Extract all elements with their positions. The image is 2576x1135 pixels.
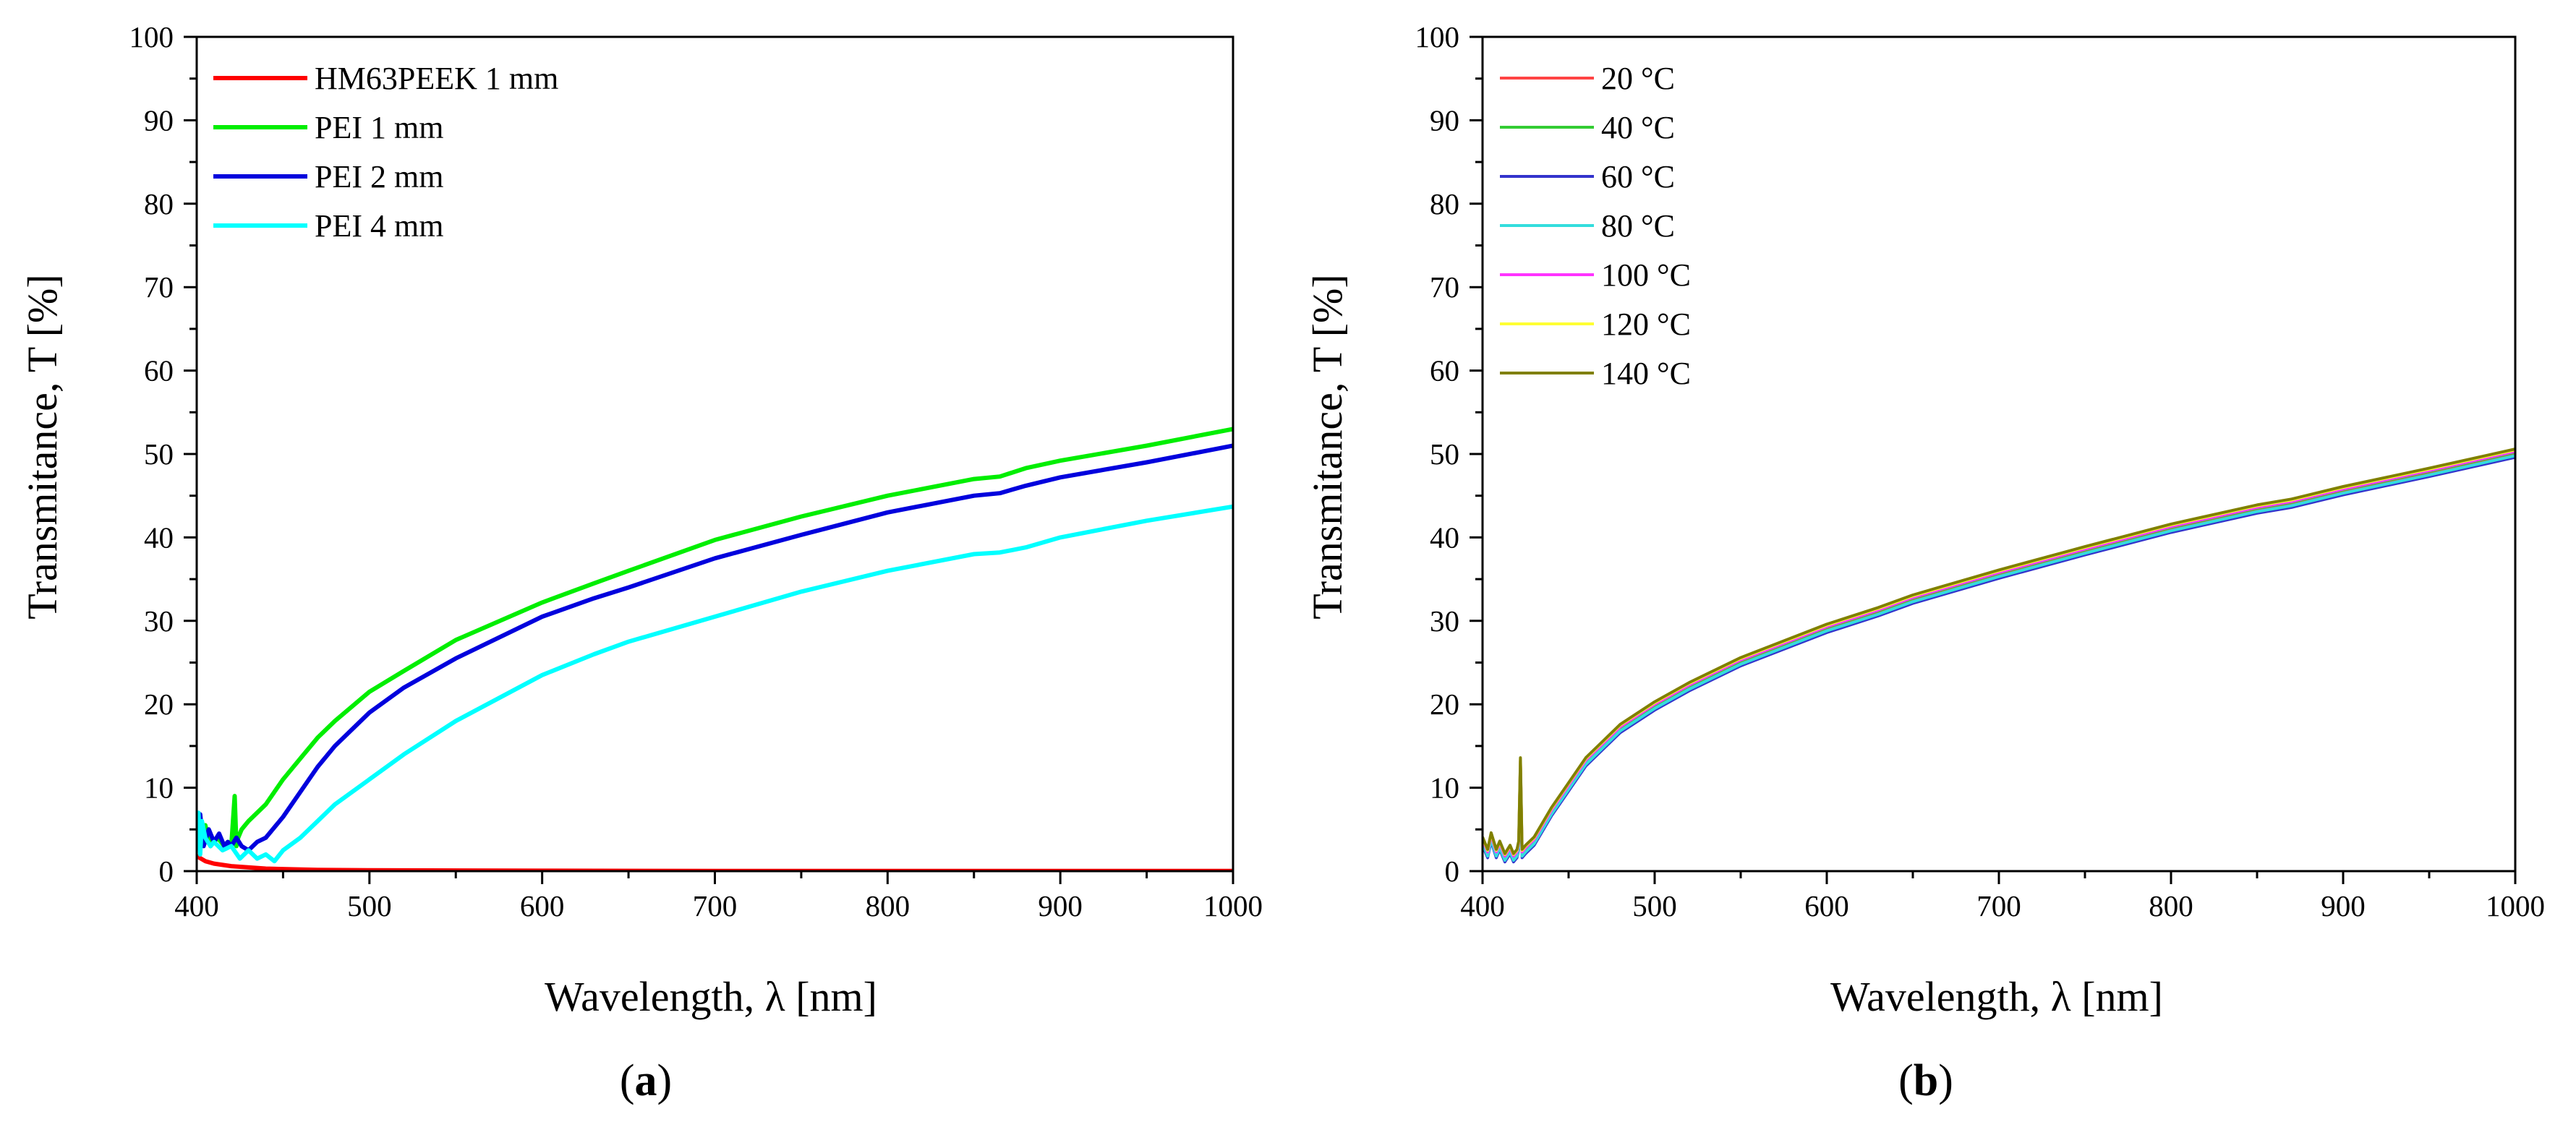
x-tick-label: 700 — [1976, 889, 2021, 922]
y-tick-label: 20 — [144, 688, 174, 721]
y-tick-label: 40 — [144, 521, 174, 554]
y-tick-label: 10 — [144, 771, 174, 805]
chart-a: Wavelength, λ [nm] Transmitance, T [%] 4… — [19, 20, 1263, 1020]
series-line — [1483, 448, 2515, 856]
x-tick-label: 700 — [693, 889, 738, 922]
legend: 20 °C 40 °C 60 °C 80 °C 100 °C 120 °C 140 °C — [1500, 61, 1691, 391]
y-tick-label: 60 — [1430, 354, 1459, 387]
y-tick-label: 100 — [1415, 20, 1460, 53]
panel-label-close: ) — [657, 1056, 673, 1105]
y-axis-title: Transmitance, T [%] — [1304, 274, 1351, 619]
legend-label: 120 °C — [1601, 307, 1691, 342]
x-tick-label: 1000 — [2486, 889, 2545, 922]
series-line — [197, 427, 1233, 849]
plot-area: 400 500 600 700 800 900 1000 0 10 20 30 40 50 60 70 80 9… — [129, 20, 1263, 922]
y-tick-label: 40 — [1430, 521, 1459, 554]
legend-label: 40 °C — [1601, 110, 1675, 145]
plot-area: 400 500 600 700 800 900 1000 0 10 20 30 40 50 60 70 80 9… — [1415, 20, 2546, 922]
legend-label: 60 °C — [1601, 159, 1675, 194]
x-tick-label: 900 — [2321, 889, 2366, 922]
legend: HM63PEEK 1 mm PEI 1 mm PEI 2 mm PEI 4 mm — [213, 61, 558, 244]
legend-label: PEI 2 mm — [315, 159, 443, 194]
series-line — [1483, 455, 2515, 864]
x-tick-label: 500 — [347, 889, 392, 922]
series-line — [197, 504, 1233, 864]
legend-label: HM63PEEK 1 mm — [315, 61, 558, 96]
y-tick-label: 80 — [144, 187, 174, 220]
y-tick-label: 0 — [159, 855, 174, 888]
x-tick-label: 1000 — [1203, 889, 1263, 922]
x-tick-label: 800 — [2149, 889, 2193, 922]
y-tick-label: 90 — [1430, 103, 1459, 137]
y-tick-label: 50 — [144, 437, 174, 471]
y-tick-label: 60 — [144, 354, 174, 387]
series-group — [197, 427, 1233, 871]
legend-label: 20 °C — [1601, 61, 1675, 96]
y-tick-label: 10 — [1430, 771, 1459, 805]
series-line — [197, 443, 1233, 853]
x-tick-label: 600 — [1804, 889, 1849, 922]
chart-b: Wavelength, λ [nm] Transmitance, T [%] 4… — [1304, 20, 2545, 1020]
y-tick-label: 30 — [144, 604, 174, 638]
y-tick-label: 20 — [1430, 688, 1459, 721]
x-tick-label: 800 — [866, 889, 910, 922]
y-tick-label: 100 — [129, 20, 174, 53]
series-line — [1483, 447, 2515, 855]
series-line — [1483, 453, 2515, 860]
y-tick-label: 70 — [1430, 270, 1459, 304]
legend-label: PEI 4 mm — [315, 208, 443, 244]
y-tick-label: 70 — [144, 270, 174, 304]
series-line — [197, 854, 1233, 871]
panel-label-letter: b — [1914, 1056, 1938, 1105]
y-tick-label: 80 — [1430, 187, 1459, 220]
x-tick-label: 600 — [520, 889, 565, 922]
y-tick-label: 0 — [1445, 855, 1460, 888]
x-tick-label: 900 — [1038, 889, 1083, 922]
x-tick-label: 400 — [1460, 889, 1505, 922]
panel-label-b: (b) — [1898, 1056, 1953, 1105]
y-axis-title: Transmitance, T [%] — [19, 274, 66, 619]
series-line — [1483, 450, 2515, 858]
x-axis-title: Wavelength, λ [nm] — [1830, 973, 2163, 1020]
legend-label: 80 °C — [1601, 208, 1675, 244]
panel-label-open: ( — [1898, 1056, 1914, 1105]
y-tick-label: 90 — [144, 103, 174, 137]
series-line — [1483, 454, 2515, 862]
y-tick-label: 30 — [1430, 604, 1459, 638]
series-group — [1483, 447, 2515, 864]
panel-label-letter: a — [635, 1056, 657, 1105]
legend-label: 100 °C — [1601, 257, 1691, 293]
y-tick-label: 50 — [1430, 437, 1459, 471]
panel-label-close: ) — [1938, 1056, 1953, 1105]
panel-label-a: (a) — [620, 1056, 672, 1105]
legend-label: PEI 1 mm — [315, 110, 443, 145]
x-axis-title: Wavelength, λ [nm] — [545, 973, 877, 1020]
x-tick-label: 500 — [1632, 889, 1677, 922]
panel-label-open: ( — [620, 1056, 635, 1105]
legend-label: 140 °C — [1601, 356, 1691, 391]
series-line — [1483, 450, 2515, 859]
x-tick-label: 400 — [174, 889, 219, 922]
